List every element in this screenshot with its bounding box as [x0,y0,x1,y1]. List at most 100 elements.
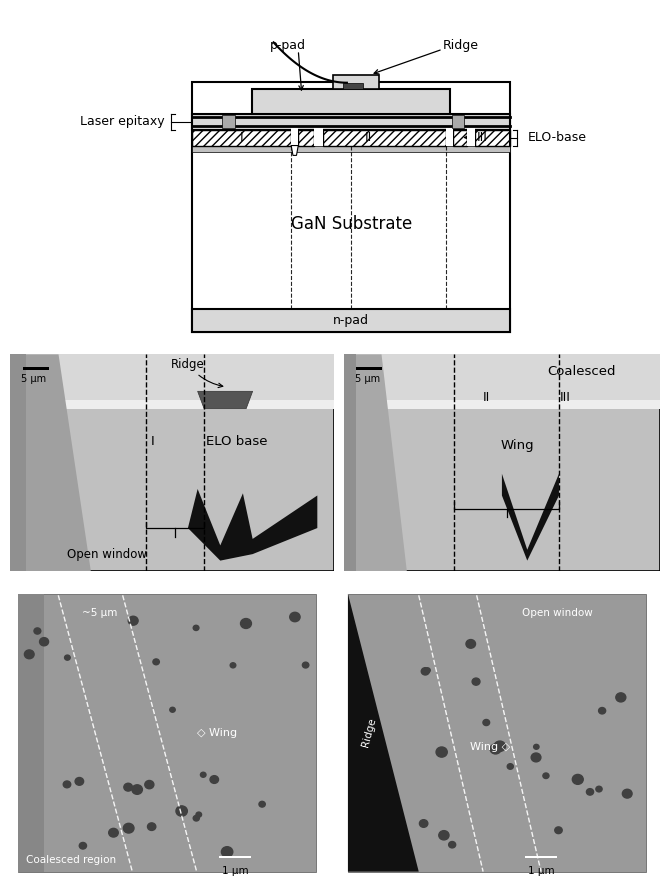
Text: p-pad: p-pad [269,39,305,52]
Circle shape [63,781,71,788]
Circle shape [555,827,562,834]
Bar [446,128,454,146]
Bar [193,309,510,332]
Text: Wing ◇: Wing ◇ [470,742,510,752]
Text: Ridge: Ridge [443,39,479,52]
Bar [323,129,446,145]
Circle shape [259,801,265,807]
Circle shape [196,812,201,817]
Bar [468,128,474,146]
Bar [344,400,660,408]
Circle shape [543,773,549,779]
Polygon shape [188,489,317,561]
Bar [193,145,510,152]
Polygon shape [10,354,91,571]
Circle shape [132,785,142,795]
Bar [10,354,26,571]
Circle shape [466,640,476,649]
Circle shape [586,789,594,795]
Bar [334,74,380,89]
Circle shape [572,774,583,784]
Text: 5 μm: 5 μm [21,374,47,384]
Circle shape [145,781,154,789]
Bar [18,594,315,872]
Text: Ridge: Ridge [360,717,378,749]
Bar [193,113,510,129]
Bar [474,129,510,145]
Circle shape [128,617,138,626]
Circle shape [34,628,41,634]
Circle shape [507,764,514,769]
Circle shape [483,719,490,726]
Text: 1 μm: 1 μm [222,866,249,875]
Circle shape [420,820,428,828]
Circle shape [425,668,430,672]
Circle shape [622,789,632,798]
Circle shape [531,753,541,762]
Circle shape [241,618,251,628]
Bar [23,367,49,369]
Circle shape [170,707,175,712]
FancyBboxPatch shape [2,579,662,886]
Bar [252,89,450,113]
Bar [525,856,557,859]
Text: ◇ Wing: ◇ Wing [197,727,237,738]
Circle shape [436,747,448,758]
Circle shape [616,693,626,702]
Bar [344,354,660,402]
Circle shape [490,744,501,754]
Circle shape [302,662,309,668]
Polygon shape [348,594,419,872]
Circle shape [598,708,606,714]
Circle shape [494,741,506,751]
Bar [344,354,356,571]
Bar [291,128,298,146]
Bar [298,129,314,145]
Bar [10,400,334,408]
Text: ELO base: ELO base [205,435,267,447]
Bar [223,115,235,128]
Text: III: III [560,392,571,404]
Circle shape [472,678,480,685]
Bar [344,82,363,89]
Bar [219,856,251,859]
Circle shape [176,806,187,816]
Text: Open window: Open window [522,608,592,618]
Text: I: I [151,435,154,447]
Text: Open window: Open window [67,548,147,561]
Circle shape [422,668,430,675]
Polygon shape [502,474,559,561]
Text: ~5 μm: ~5 μm [83,608,118,618]
Bar [193,129,291,145]
Text: 5 μm: 5 μm [355,374,380,384]
Circle shape [449,842,456,848]
Circle shape [123,823,134,833]
Bar [314,128,323,146]
Bar [348,594,646,872]
Text: II: II [365,131,372,144]
Circle shape [230,663,236,668]
Bar [356,367,382,369]
Circle shape [25,650,34,658]
Bar [452,115,464,128]
Polygon shape [197,392,253,408]
Circle shape [193,626,199,631]
Text: Coalesced: Coalesced [547,365,616,378]
Circle shape [109,828,118,837]
Text: Laser epitaxy: Laser epitaxy [79,115,164,128]
Text: II: II [482,392,490,404]
Circle shape [193,815,199,821]
Circle shape [79,843,87,849]
Polygon shape [344,354,407,571]
Circle shape [596,786,602,792]
Text: Ridge: Ridge [171,358,223,387]
Circle shape [210,775,219,783]
Circle shape [439,831,449,840]
Text: n-pad: n-pad [333,314,369,327]
Circle shape [289,612,300,622]
Bar [18,594,44,872]
Text: ELO-base: ELO-base [528,131,586,144]
Circle shape [65,655,70,660]
Bar [193,309,510,332]
Circle shape [153,659,159,664]
